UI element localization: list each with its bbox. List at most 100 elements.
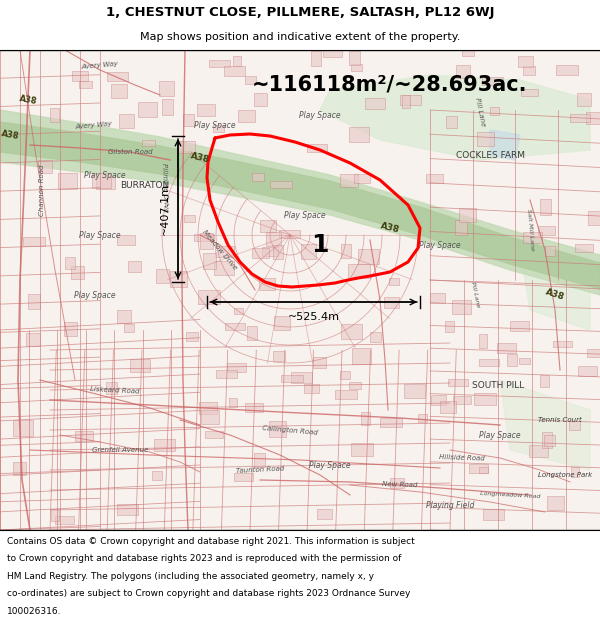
Bar <box>402 95 410 108</box>
Bar <box>71 266 85 279</box>
Text: Liskeard Road: Liskeard Road <box>90 386 140 394</box>
Bar <box>370 332 381 342</box>
Bar <box>65 258 76 269</box>
Bar <box>469 464 488 472</box>
Bar <box>254 93 266 106</box>
Bar <box>431 395 446 405</box>
Polygon shape <box>500 380 590 470</box>
Bar <box>233 56 241 66</box>
Bar <box>245 76 256 84</box>
Bar <box>260 220 276 232</box>
Bar <box>23 237 44 246</box>
Bar <box>251 173 264 181</box>
Bar <box>389 278 399 285</box>
Text: SOUTH PILL: SOUTH PILL <box>472 381 524 389</box>
Bar <box>317 509 332 519</box>
Bar <box>523 66 535 74</box>
Bar <box>170 271 187 287</box>
Text: A38: A38 <box>379 221 401 235</box>
Text: HM Land Registry. The polygons (including the associated geometry, namely x, y: HM Land Registry. The polygons (includin… <box>7 572 374 581</box>
Bar <box>130 359 150 372</box>
Text: Pill Lane: Pill Lane <box>474 97 486 127</box>
Bar <box>117 311 131 323</box>
Bar <box>340 371 350 379</box>
Bar <box>540 199 551 215</box>
Bar <box>156 269 169 282</box>
Bar <box>538 226 555 236</box>
Bar <box>106 382 117 394</box>
Bar <box>216 371 237 378</box>
Bar <box>262 247 278 256</box>
Text: to Crown copyright and database rights 2023 and is reproduced with the permissio: to Crown copyright and database rights 2… <box>7 554 401 563</box>
Bar <box>225 322 245 329</box>
Bar <box>352 348 371 364</box>
Bar <box>456 64 470 78</box>
Bar <box>117 504 139 516</box>
Text: Play Space: Play Space <box>74 291 116 299</box>
Bar <box>270 181 292 188</box>
Bar <box>446 116 457 128</box>
Bar <box>349 51 360 64</box>
Bar <box>304 384 319 394</box>
Bar <box>352 64 362 71</box>
Bar <box>74 431 92 441</box>
Bar <box>540 375 549 387</box>
Bar <box>577 93 591 106</box>
Bar <box>124 324 134 332</box>
Bar <box>349 382 361 389</box>
Text: Taunton Road: Taunton Road <box>236 466 284 474</box>
Bar <box>390 478 404 488</box>
Bar <box>440 401 456 412</box>
Text: Play Space: Play Space <box>84 171 126 179</box>
Text: Meadow Drive: Meadow Drive <box>202 229 238 271</box>
Bar <box>542 432 552 447</box>
Bar <box>588 211 600 225</box>
Text: Channon Road: Channon Road <box>39 164 45 216</box>
Bar <box>523 232 542 243</box>
Bar <box>461 41 473 56</box>
Bar <box>365 98 385 109</box>
Bar <box>358 249 379 264</box>
Bar <box>430 293 445 303</box>
Text: A38: A38 <box>1 129 20 141</box>
Bar <box>214 261 234 274</box>
Text: ~525.4m: ~525.4m <box>287 312 340 322</box>
Bar <box>38 160 52 172</box>
Bar <box>154 439 175 451</box>
Text: Avery Way: Avery Way <box>75 121 113 129</box>
Bar <box>385 297 399 308</box>
Text: Play Space: Play Space <box>299 111 341 119</box>
Bar <box>521 89 538 96</box>
Bar <box>507 354 517 366</box>
Bar <box>229 398 237 407</box>
Text: Play Space: Play Space <box>419 241 461 249</box>
Bar <box>184 114 194 126</box>
Text: Longmeadow Road: Longmeadow Road <box>480 491 540 499</box>
Bar <box>587 349 600 357</box>
Bar <box>313 357 326 368</box>
Text: ~116118m²/~28.693ac.: ~116118m²/~28.693ac. <box>252 75 528 95</box>
Text: BURRATON: BURRATON <box>121 181 170 189</box>
Text: Contains OS data © Crown copyright and database right 2021. This information is : Contains OS data © Crown copyright and d… <box>7 537 415 546</box>
Bar <box>252 248 269 258</box>
Bar <box>290 371 311 383</box>
Text: New Road: New Road <box>382 481 418 489</box>
Polygon shape <box>0 110 600 295</box>
Text: Salt Mill Lane: Salt Mill Lane <box>526 209 535 251</box>
Bar <box>235 473 253 481</box>
Text: Grenfell Avenue: Grenfell Avenue <box>92 447 148 453</box>
Bar <box>274 316 290 330</box>
Bar <box>13 421 33 436</box>
Bar <box>578 366 596 376</box>
Bar <box>575 244 593 251</box>
Bar <box>380 418 402 427</box>
Bar <box>137 102 157 117</box>
Text: Play Space: Play Space <box>309 461 351 469</box>
Bar <box>518 56 533 67</box>
Bar <box>13 462 26 474</box>
Bar <box>455 220 467 235</box>
Bar <box>511 321 529 331</box>
Text: 1, CHESTNUT CLOSE, PILLMERE, SALTASH, PL12 6WJ: 1, CHESTNUT CLOSE, PILLMERE, SALTASH, PL… <box>106 6 494 19</box>
Bar <box>341 324 362 339</box>
Bar <box>349 127 369 142</box>
